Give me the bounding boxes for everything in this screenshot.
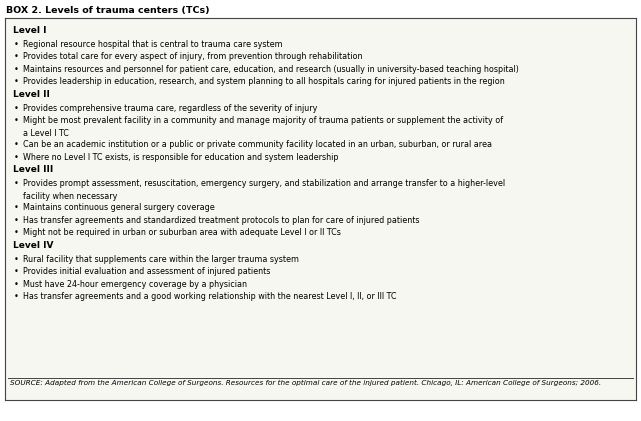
Text: Regional resource hospital that is central to trauma care system: Regional resource hospital that is centr… <box>22 40 282 49</box>
Text: •: • <box>14 141 19 149</box>
Text: •: • <box>14 53 19 61</box>
Text: Provides initial evaluation and assessment of injured patients: Provides initial evaluation and assessme… <box>22 267 270 277</box>
Text: BOX 2. Levels of trauma centers (TCs): BOX 2. Levels of trauma centers (TCs) <box>6 6 210 15</box>
Text: Where no Level I TC exists, is responsible for education and system leadership: Where no Level I TC exists, is responsib… <box>22 153 338 162</box>
Text: Provides comprehensive trauma care, regardless of the severity of injury: Provides comprehensive trauma care, rega… <box>22 104 317 113</box>
Text: Provides prompt assessment, resuscitation, emergency surgery, and stabilization : Provides prompt assessment, resuscitatio… <box>22 179 505 189</box>
Text: Level III: Level III <box>13 165 53 174</box>
Text: Level I: Level I <box>13 26 46 35</box>
Text: Level IV: Level IV <box>13 241 53 250</box>
Text: •: • <box>14 179 19 189</box>
Text: •: • <box>14 77 19 86</box>
Text: Maintains continuous general surgery coverage: Maintains continuous general surgery cov… <box>22 203 215 213</box>
Text: a Level I TC: a Level I TC <box>22 129 69 138</box>
Text: •: • <box>14 203 19 213</box>
Text: Might not be required in urban or suburban area with adequate Level I or II TCs: Might not be required in urban or suburb… <box>22 229 340 237</box>
Text: •: • <box>14 293 19 301</box>
Text: •: • <box>14 267 19 277</box>
Text: •: • <box>14 280 19 289</box>
Text: SOURCE: Adapted from the American College of Surgeons. Resources for the optimal: SOURCE: Adapted from the American Colleg… <box>10 380 601 386</box>
Text: Rural facility that supplements care within the larger trauma system: Rural facility that supplements care wit… <box>22 255 299 264</box>
Text: Has transfer agreements and standardized treatment protocols to plan for care of: Has transfer agreements and standardized… <box>22 216 419 225</box>
Text: Maintains resources and personnel for patient care, education, and research (usu: Maintains resources and personnel for pa… <box>22 65 519 74</box>
Text: •: • <box>14 117 19 125</box>
Text: Level II: Level II <box>13 90 49 99</box>
Text: Has transfer agreements and a good working relationship with the nearest Level I: Has transfer agreements and a good worki… <box>22 293 396 301</box>
Text: •: • <box>14 153 19 162</box>
Text: •: • <box>14 65 19 74</box>
Text: Provides total care for every aspect of injury, from prevention through rehabili: Provides total care for every aspect of … <box>22 53 362 61</box>
Text: Must have 24-hour emergency coverage by a physician: Must have 24-hour emergency coverage by … <box>22 280 247 289</box>
Text: Can be an academic institution or a public or private community facility located: Can be an academic institution or a publ… <box>22 141 492 149</box>
Text: Provides leadership in education, research, and system planning to all hospitals: Provides leadership in education, resear… <box>22 77 504 86</box>
Text: •: • <box>14 40 19 49</box>
Text: Might be most prevalent facility in a community and manage majority of trauma pa: Might be most prevalent facility in a co… <box>22 117 503 125</box>
Text: facility when necessary: facility when necessary <box>22 192 117 201</box>
Text: •: • <box>14 229 19 237</box>
Text: •: • <box>14 216 19 225</box>
Text: •: • <box>14 104 19 113</box>
Text: •: • <box>14 255 19 264</box>
